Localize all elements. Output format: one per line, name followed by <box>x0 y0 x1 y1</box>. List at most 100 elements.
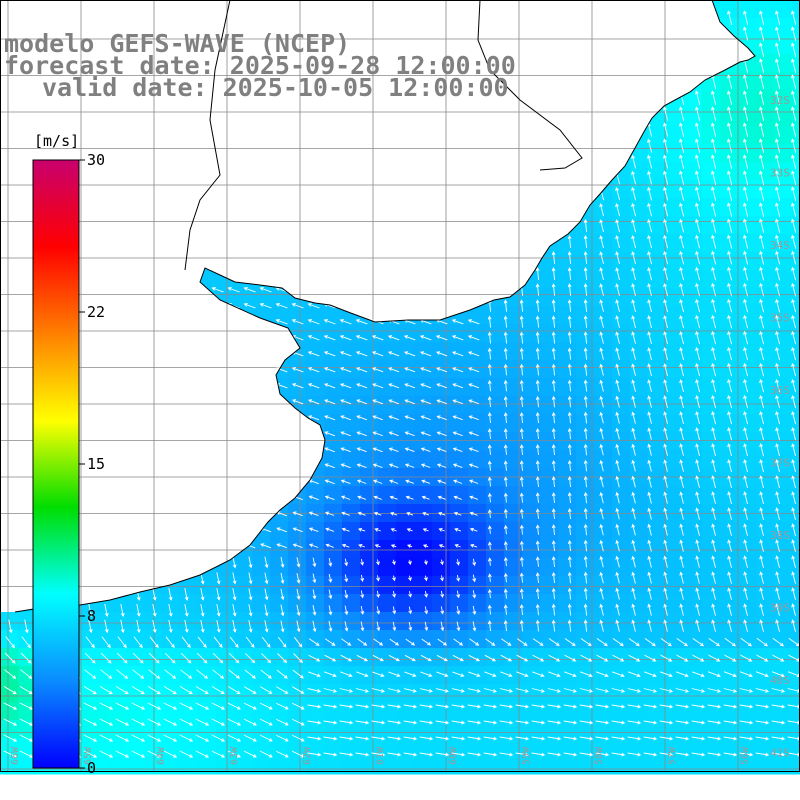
wind-arrow <box>711 74 717 89</box>
speed-cell <box>558 666 577 685</box>
wind-arrow <box>147 718 162 726</box>
wind-arrow <box>131 702 146 710</box>
speed-cell <box>684 378 703 397</box>
wind-arrow <box>615 267 620 281</box>
speed-cell <box>774 450 793 469</box>
wind-arrow <box>468 447 479 453</box>
wind-arrow <box>743 443 748 457</box>
speed-cell <box>774 126 793 145</box>
speed-cell <box>360 720 379 739</box>
speed-cell <box>648 198 667 217</box>
wind-arrow <box>420 671 433 678</box>
wind-arrow <box>468 367 480 373</box>
wind-arrow <box>344 558 349 567</box>
wind-arrow <box>355 688 370 693</box>
wind-arrow <box>791 571 796 584</box>
wind-arrow <box>695 491 700 504</box>
speed-cell <box>360 486 379 505</box>
speed-cell <box>594 756 613 775</box>
wind-arrow <box>611 688 626 693</box>
speed-cell <box>360 432 379 451</box>
wind-arrow <box>232 572 237 585</box>
wind-arrow <box>679 234 685 249</box>
border-line <box>184 0 231 271</box>
wind-arrow <box>296 573 301 584</box>
wind-arrow <box>551 476 556 488</box>
speed-cell <box>468 702 487 721</box>
wind-arrow <box>743 346 749 361</box>
speed-cell <box>18 630 37 649</box>
wind-arrow <box>679 330 685 345</box>
speed-cell <box>558 648 577 667</box>
wind-arrow <box>136 619 141 634</box>
wind-arrow <box>328 589 333 600</box>
wind-arrow <box>583 331 588 344</box>
wind-arrow <box>424 559 428 566</box>
speed-cell <box>126 648 145 667</box>
wind-arrow <box>711 475 716 489</box>
speed-cell <box>738 630 757 649</box>
wind-arrow <box>647 459 652 472</box>
wind-arrow <box>791 555 796 568</box>
speed-cell <box>576 576 595 595</box>
wind-arrow <box>727 10 733 25</box>
wind-arrow <box>615 203 621 217</box>
speed-cell <box>738 486 757 505</box>
speed-cell <box>720 594 739 613</box>
wind-arrow <box>436 463 447 468</box>
speed-cell <box>558 324 577 343</box>
lon-label: 62W <box>302 746 313 765</box>
wind-arrow <box>663 523 668 536</box>
wind-arrow <box>679 571 684 584</box>
wind-arrow <box>679 122 685 137</box>
wind-arrow <box>325 543 334 548</box>
speed-cell <box>180 756 199 775</box>
speed-cell <box>756 234 775 253</box>
speed-cell <box>648 144 667 163</box>
wind-arrow <box>83 734 98 742</box>
speed-cell <box>792 576 800 595</box>
speed-cell <box>540 414 559 433</box>
wind-arrow <box>344 574 349 583</box>
speed-cell <box>468 486 487 505</box>
wind-arrow <box>743 298 749 313</box>
wind-arrow <box>355 736 370 741</box>
speed-cell <box>738 144 757 163</box>
wind-arrow <box>484 671 497 678</box>
wind-arrow <box>312 573 317 584</box>
wind-arrow <box>232 556 237 569</box>
wind-arrow <box>707 720 722 725</box>
speed-cell <box>666 108 685 127</box>
speed-cell <box>594 432 613 451</box>
wind-arrow <box>775 250 781 265</box>
wind-arrow <box>791 426 796 441</box>
speed-cell <box>450 630 469 649</box>
wind-arrow <box>791 298 797 313</box>
wind-arrow <box>567 427 572 440</box>
wind-arrow <box>292 543 303 549</box>
wind-arrow <box>291 303 304 309</box>
wind-arrow <box>356 654 369 662</box>
speed-cell <box>432 630 451 649</box>
wind-arrow <box>275 367 288 373</box>
wind-arrow <box>563 688 577 693</box>
wind-arrow <box>467 319 480 325</box>
lat-label: 36S <box>770 384 790 397</box>
speed-cell <box>414 522 433 541</box>
wind-arrow <box>663 250 669 265</box>
wind-arrow <box>243 718 257 726</box>
speed-cell <box>684 450 703 469</box>
speed-cell <box>0 630 19 649</box>
speed-cell <box>486 414 505 433</box>
speed-cell <box>792 684 800 703</box>
speed-cell <box>756 18 775 37</box>
speed-cell <box>594 198 613 217</box>
wind-arrow <box>711 154 717 169</box>
wind-arrow <box>759 90 765 105</box>
wind-arrow <box>405 495 414 500</box>
speed-cell <box>216 612 235 631</box>
wind-arrow <box>420 447 431 453</box>
wind-arrow <box>420 431 431 437</box>
wind-arrow <box>595 736 610 741</box>
wind-arrow <box>438 511 446 516</box>
